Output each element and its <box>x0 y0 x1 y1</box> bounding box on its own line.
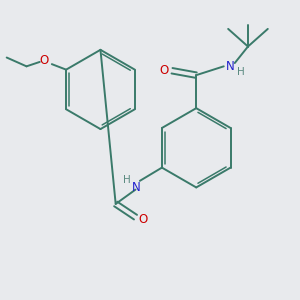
Text: O: O <box>160 64 169 77</box>
Text: N: N <box>226 60 235 73</box>
Text: H: H <box>123 175 130 185</box>
Text: N: N <box>132 181 141 194</box>
Text: O: O <box>40 54 49 67</box>
Text: H: H <box>238 67 245 77</box>
Text: O: O <box>139 213 148 226</box>
